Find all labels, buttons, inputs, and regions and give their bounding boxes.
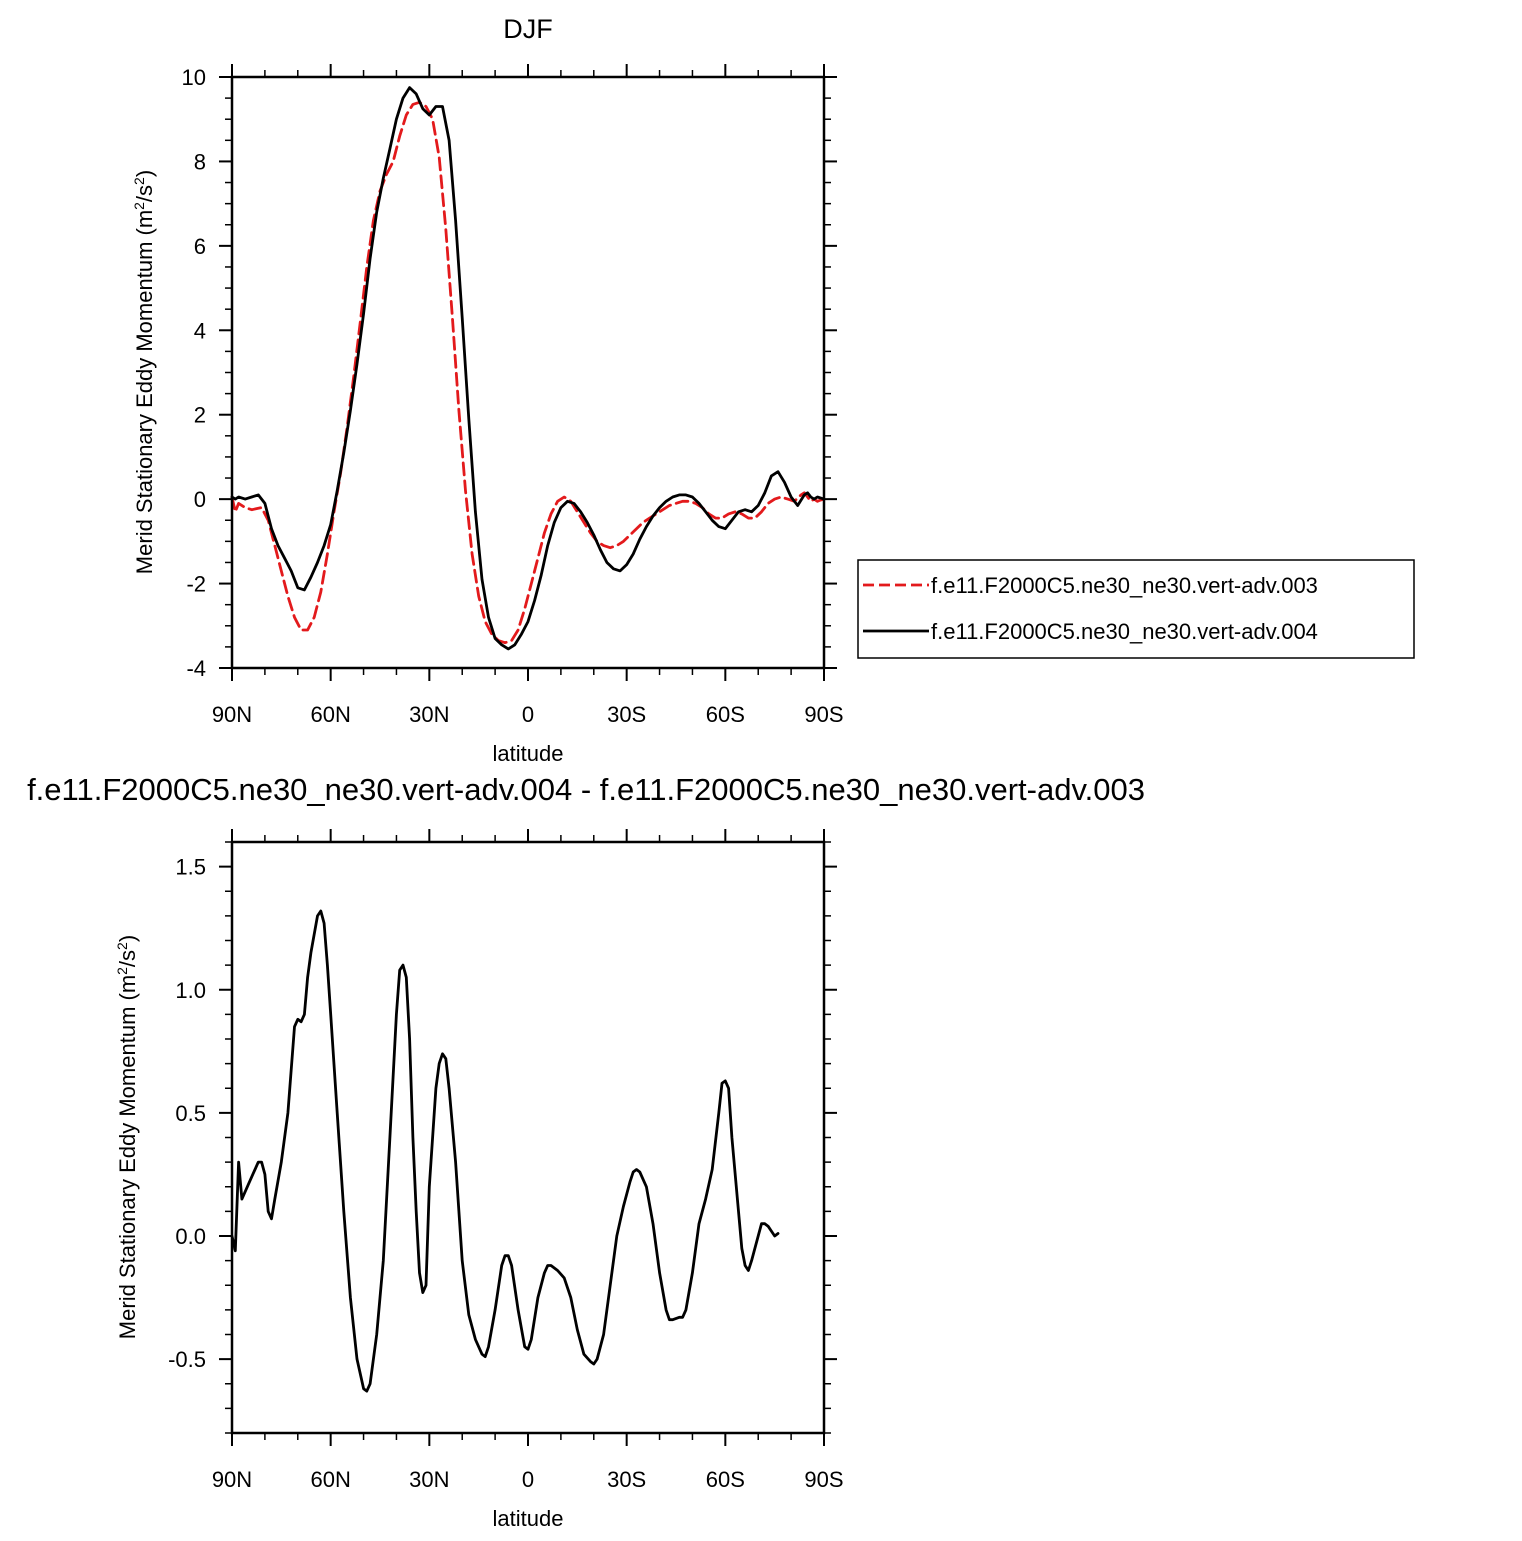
top-plot-frame <box>230 75 826 670</box>
bottom-axis-ticks <box>219 829 837 1446</box>
top-legend: f.e11.F2000C5.ne30_ne30.vert-adv.003 f.e… <box>857 559 1415 659</box>
bottom-y-axis-label: Merid Stationary Eddy Momentum (m2/s2) <box>114 935 140 1339</box>
top-y-tick-label: 10 <box>182 65 206 90</box>
bottom-x-tick-labels: 90N 60N 30N 0 30S 60S 90S <box>212 1467 844 1492</box>
top-x-tick-labels: 90N 60N 30N 0 30S 60S 90S <box>212 702 844 727</box>
bottom-y-tick-label: 0.0 <box>175 1224 206 1249</box>
bottom-y-tick-label: 0.5 <box>175 1101 206 1126</box>
top-series-line-1 <box>230 86 826 651</box>
top-y-tick-label: 0 <box>194 487 206 512</box>
top-y-tick-label: 6 <box>194 234 206 259</box>
bottom-x-tick-label: 60S <box>706 1467 745 1492</box>
top-x-tick-label: 60S <box>706 702 745 727</box>
legend-label-series-003: f.e11.F2000C5.ne30_ne30.vert-adv.003 <box>931 573 1318 598</box>
top-series-group <box>230 86 826 651</box>
top-y-tick-label: -4 <box>186 656 206 681</box>
top-y-axis-label: Merid Stationary Eddy Momentum (m2/s2) <box>131 170 157 574</box>
top-y-tick-label: 4 <box>194 318 206 343</box>
top-x-axis-label: latitude <box>493 741 564 766</box>
bottom-x-tick-label: 30S <box>607 1467 646 1492</box>
legend-label-series-004: f.e11.F2000C5.ne30_ne30.vert-adv.004 <box>931 619 1318 644</box>
bottom-plot-frame <box>230 840 826 1435</box>
bottom-x-tick-label: 90S <box>804 1467 843 1492</box>
bottom-x-tick-label: 90N <box>212 1467 252 1492</box>
top-y-tick-labels: -4 -2 0 2 4 6 8 10 <box>182 65 206 681</box>
top-panel: DJF -4 -2 0 2 4 6 8 10 90N 60N 30N 0 30S 60S 90S Meri… <box>131 14 1415 766</box>
bottom-x-tick-label: 60N <box>310 1467 350 1492</box>
bottom-series-group <box>230 909 780 1393</box>
top-x-tick-label: 30N <box>409 702 449 727</box>
legend-box <box>857 559 1415 659</box>
top-x-tick-label: 90N <box>212 702 252 727</box>
bottom-x-tick-label: 30N <box>409 1467 449 1492</box>
top-x-tick-label: 30S <box>607 702 646 727</box>
bottom-panel: f.e11.F2000C5.ne30_ne30.vert-adv.004 - f… <box>27 772 1145 1531</box>
top-series-line-0 <box>230 100 826 645</box>
bottom-x-tick-label: 0 <box>522 1467 534 1492</box>
bottom-y-tick-labels: -0.5 0.0 0.5 1.0 1.5 <box>168 855 206 1373</box>
top-x-tick-label: 0 <box>522 702 534 727</box>
bottom-y-tick-label: 1.5 <box>175 855 206 880</box>
bottom-chart-title: f.e11.F2000C5.ne30_ne30.vert-adv.004 - f… <box>27 772 1145 807</box>
top-chart-title: DJF <box>503 14 553 44</box>
top-x-tick-label: 60N <box>310 702 350 727</box>
top-x-tick-label: 90S <box>804 702 843 727</box>
top-y-tick-label: 8 <box>194 149 206 174</box>
bottom-y-tick-label: 1.0 <box>175 978 206 1003</box>
bottom-x-axis-label: latitude <box>493 1506 564 1531</box>
bottom-series-line-0 <box>230 909 780 1393</box>
bottom-y-tick-label: -0.5 <box>168 1347 206 1372</box>
top-y-tick-label: 2 <box>194 403 206 428</box>
top-y-tick-label: -2 <box>186 572 206 597</box>
